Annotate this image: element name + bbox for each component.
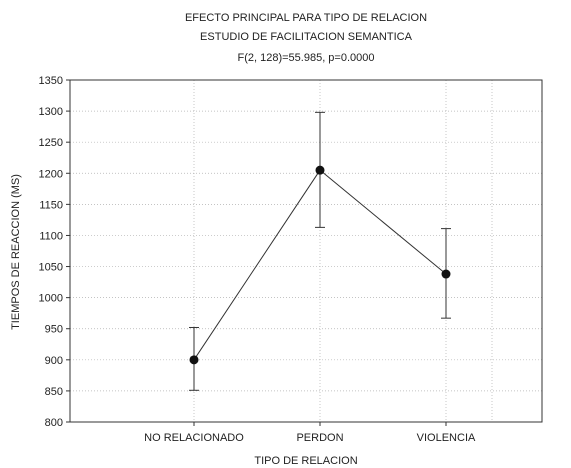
data-point: [441, 269, 451, 279]
data-point: [189, 355, 199, 365]
x-tick-label: PERDON: [296, 432, 343, 444]
grid-layer: [70, 80, 542, 422]
y-tick-label: 1350: [39, 75, 63, 87]
data-point: [315, 165, 325, 175]
chart-title-line-2: ESTUDIO DE FACILITACION SEMANTICA: [200, 31, 413, 43]
y-tick-label: 950: [45, 324, 63, 336]
y-axis: 800 850 900 950 1000 1050 1100 1150 1200 1250 1300…: [39, 75, 70, 429]
y-tick-label: 1150: [39, 199, 63, 211]
x-tick-label: VIOLENCIA: [417, 432, 476, 444]
y-tick-label: 850: [45, 386, 63, 398]
chart-title-line-1: EFECTO PRINCIPAL PARA TIPO DE RELACION: [185, 12, 427, 24]
y-tick-label: 1250: [39, 137, 63, 149]
y-tick-label: 1200: [39, 168, 63, 180]
plot-frame: [69, 79, 543, 423]
y-tick-label: 900: [45, 355, 63, 367]
chart-subtitle: F(2, 128)=55.985, p=0.0000: [238, 52, 375, 64]
x-axis: NO RELACIONADO PERDON VIOLENCIA: [144, 422, 476, 444]
y-axis-label: TIEMPOS DE REACCION (MS): [10, 174, 22, 330]
series-layer: [189, 111, 451, 391]
x-tick-label: NO RELACIONADO: [144, 432, 244, 444]
y-tick-label: 1100: [39, 230, 63, 242]
y-tick-label: 1050: [39, 262, 63, 274]
y-tick-label: 1300: [39, 106, 63, 118]
y-tick-label: 800: [45, 417, 63, 429]
x-axis-label: TIPO DE RELACION: [254, 455, 357, 467]
y-tick-label: 1000: [39, 293, 63, 305]
